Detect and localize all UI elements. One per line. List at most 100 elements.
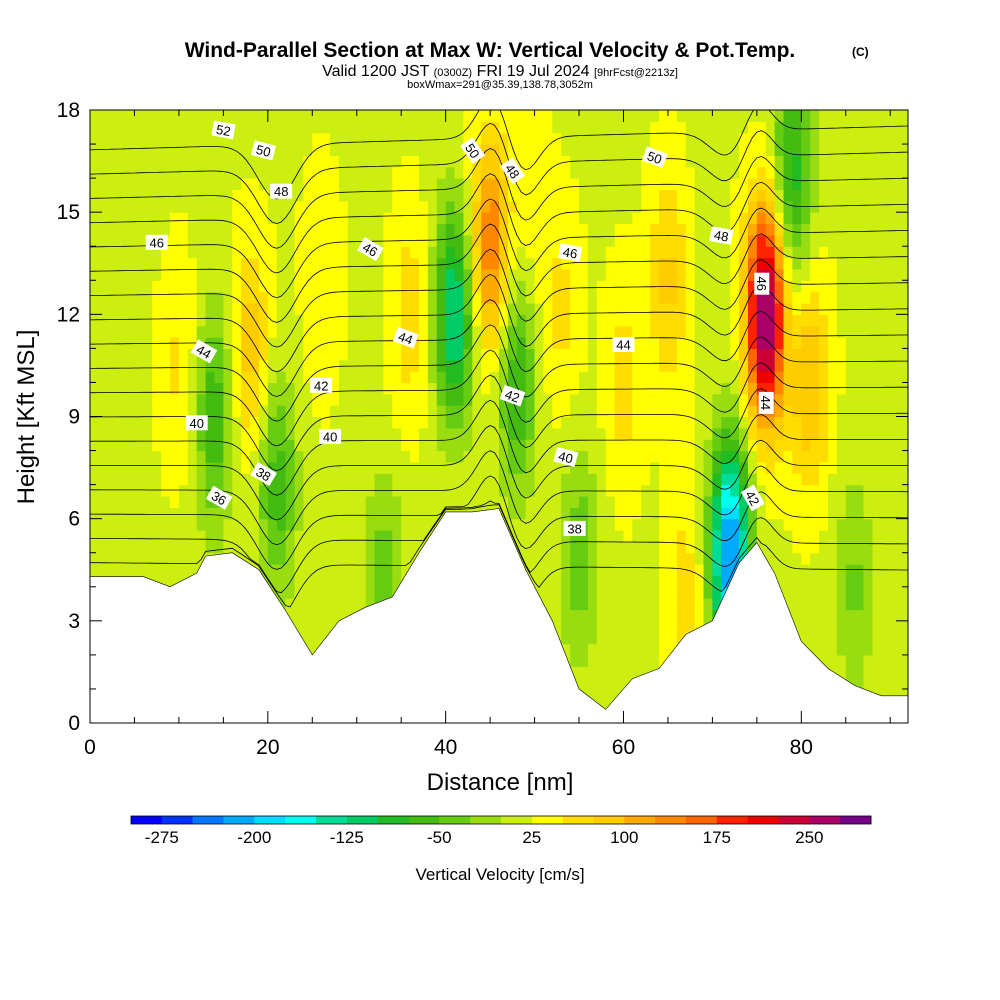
velocity-cell — [161, 416, 171, 429]
velocity-cell — [454, 110, 465, 122]
velocity-cell — [863, 246, 874, 259]
velocity-cell — [801, 393, 811, 406]
velocity-cell — [347, 348, 358, 361]
velocity-cell — [570, 393, 580, 406]
velocity-cell — [845, 268, 856, 281]
velocity-cell — [178, 166, 189, 179]
velocity-cell — [730, 246, 740, 259]
velocity-cell — [827, 643, 838, 656]
velocity-cell — [552, 359, 562, 372]
velocity-cell — [721, 132, 731, 145]
velocity-cell — [507, 314, 518, 327]
velocity-cell — [676, 575, 687, 588]
velocity-cell — [507, 439, 518, 452]
velocity-cell — [845, 144, 856, 157]
velocity-cell — [819, 189, 829, 202]
velocity-cell — [623, 234, 633, 247]
velocity-cell — [836, 110, 847, 122]
velocity-cell — [463, 371, 473, 384]
velocity-cell — [863, 677, 874, 690]
velocity-cell — [338, 416, 349, 429]
velocity-cell — [90, 348, 100, 361]
velocity-cell — [863, 155, 874, 168]
velocity-cell — [730, 371, 740, 384]
velocity-cell — [267, 507, 278, 520]
velocity-cell — [854, 450, 865, 463]
velocity-cell — [605, 246, 616, 259]
velocity-cell — [747, 223, 758, 236]
velocity-cell — [614, 507, 625, 520]
velocity-cell — [730, 405, 740, 418]
velocity-cell — [827, 359, 838, 372]
velocity-cell — [178, 178, 189, 191]
velocity-cell — [721, 121, 731, 134]
velocity-cell — [561, 427, 571, 440]
velocity-cell — [232, 382, 242, 395]
velocity-cell — [632, 132, 642, 145]
velocity-cell — [561, 132, 571, 145]
velocity-cell — [587, 507, 598, 520]
velocity-cell — [543, 325, 553, 338]
velocity-cell — [596, 223, 607, 236]
velocity-cell — [178, 314, 189, 327]
velocity-cell — [792, 189, 802, 202]
velocity-cell — [694, 552, 705, 565]
velocity-cell — [410, 382, 420, 395]
velocity-cell — [739, 234, 749, 247]
velocity-cell — [161, 257, 171, 270]
velocity-cell — [747, 268, 758, 281]
velocity-cell — [258, 552, 269, 565]
velocity-cell — [587, 564, 598, 577]
velocity-cell — [356, 507, 367, 520]
velocity-cell — [258, 450, 269, 463]
velocity-cell — [623, 325, 633, 338]
velocity-cell — [107, 234, 118, 247]
velocity-cell — [676, 155, 687, 168]
velocity-cell — [801, 405, 811, 418]
velocity-cell — [294, 518, 304, 531]
velocity-cell — [499, 268, 509, 281]
velocity-cell — [765, 200, 776, 213]
velocity-cell — [445, 200, 456, 213]
velocity-cell — [676, 461, 687, 474]
velocity-cell — [810, 416, 820, 429]
velocity-cell — [490, 348, 500, 361]
velocity-cell — [721, 325, 731, 338]
velocity-cell — [250, 325, 260, 338]
velocity-cell — [667, 189, 678, 202]
velocity-cell — [143, 461, 153, 474]
velocity-cell — [730, 461, 740, 474]
velocity-cell — [605, 507, 616, 520]
velocity-cell — [116, 110, 127, 122]
velocity-cell — [490, 439, 500, 452]
velocity-cell — [90, 337, 100, 349]
velocity-cell — [250, 439, 260, 452]
velocity-cell — [881, 291, 891, 304]
velocity-cell — [596, 632, 607, 645]
velocity-cell — [676, 439, 687, 452]
velocity-cell — [490, 473, 500, 486]
velocity-cell — [463, 495, 473, 508]
velocity-cell — [641, 552, 651, 565]
velocity-cell — [499, 495, 509, 508]
velocity-cell — [890, 110, 900, 122]
velocity-cell — [267, 302, 278, 315]
velocity-cell — [712, 257, 722, 270]
velocity-cell — [881, 598, 891, 611]
velocity-cell — [383, 507, 393, 520]
velocity-cell — [632, 598, 642, 611]
velocity-cell — [481, 473, 491, 486]
velocity-cell — [410, 280, 420, 293]
velocity-cell — [756, 439, 767, 452]
velocity-cell — [490, 166, 500, 179]
velocity-cell — [881, 121, 891, 134]
velocity-cell — [321, 200, 331, 213]
velocity-cell — [312, 200, 322, 213]
velocity-cell — [223, 178, 233, 191]
velocity-cell — [454, 382, 465, 395]
velocity-cell — [454, 348, 465, 361]
velocity-cell — [205, 144, 216, 157]
velocity-cell — [854, 405, 865, 418]
velocity-cell — [881, 234, 891, 247]
velocity-cell — [116, 200, 127, 213]
